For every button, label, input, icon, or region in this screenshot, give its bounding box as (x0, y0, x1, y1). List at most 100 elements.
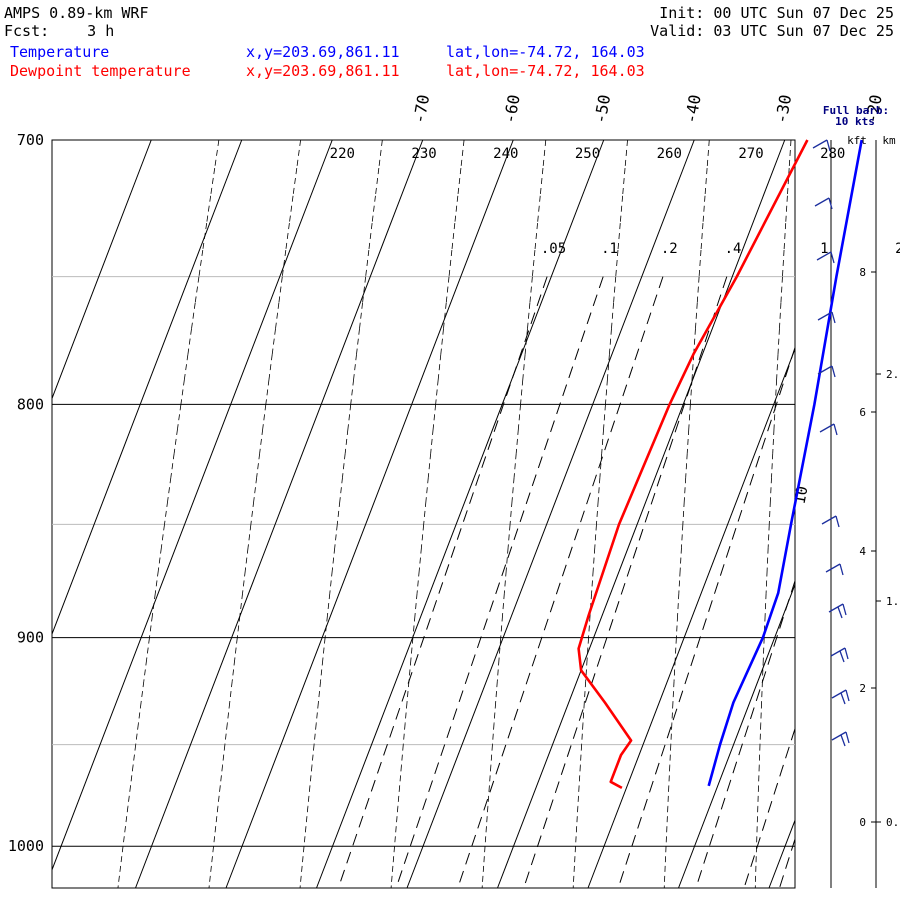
wind-barb-flag (837, 606, 843, 619)
temperature-axis-label: -70 (409, 93, 433, 125)
dry-adiabat-segment (762, 637, 765, 660)
dry-adiabat-segment (698, 249, 702, 277)
wind-barb-flag (831, 365, 836, 378)
dry-adiabat-segment (758, 765, 760, 786)
wind-barb-flag (826, 139, 831, 152)
dry-adiabat-segment (215, 806, 219, 827)
dry-adiabat-segment (666, 806, 669, 827)
dry-adiabat-segment (601, 428, 604, 454)
dry-adiabat-segment (679, 547, 682, 571)
legend-dewpoint-name: Dewpoint temperature (10, 62, 191, 80)
dry-adiabat-segment (669, 744, 672, 766)
dry-adiabat-segment (167, 477, 172, 502)
dry-adiabat-segment (782, 250, 785, 277)
dry-adiabat-segment (774, 379, 778, 405)
dry-adiabat-segment (301, 846, 305, 866)
dry-adiabat-segment (787, 168, 790, 196)
dry-adiabat-segment (780, 276, 783, 303)
dry-adiabat-segment (615, 249, 619, 277)
dry-adiabat-segment (406, 681, 410, 703)
dry-adiabat-segment (160, 524, 165, 548)
dry-adiabat-segment (412, 615, 416, 638)
fcst-label: Fcst: (4, 22, 50, 40)
isotherm-line (587, 348, 796, 889)
init-label: Init: (659, 4, 705, 22)
dry-adiabat-segment (397, 785, 401, 807)
legend-dewpoint-latlon: lat,lon=-74.72, 164.03 (446, 62, 645, 80)
temperature-axis-label: -40 (681, 93, 705, 125)
dry-adiabat-segment (331, 547, 336, 571)
dry-adiabat-segment (247, 524, 252, 548)
dry-adiabat-segment (529, 276, 533, 303)
dry-adiabat-segment (513, 453, 517, 478)
dry-adiabat-segment (226, 702, 231, 724)
dry-adiabat-label: 280 (820, 146, 845, 162)
mixing-ratio-label: .2 (661, 241, 678, 257)
dry-adiabat-segment (164, 500, 169, 525)
dry-adiabat-segment (356, 328, 360, 355)
dry-adiabat-segment (217, 785, 221, 807)
dry-adiabat-segment (609, 328, 612, 355)
dry-adiabat-segment (427, 453, 432, 478)
dry-adiabat-segment (214, 139, 220, 169)
dry-adiabat-segment (322, 637, 326, 660)
wind-barb-flag (833, 423, 838, 436)
dry-adiabat-segment (706, 139, 710, 169)
dry-adiabat-segment (344, 428, 349, 454)
dry-adiabat-segment (683, 477, 687, 502)
mixing-ratio-label: 2 (895, 241, 900, 257)
dry-adiabat-segment (765, 570, 768, 594)
dry-adiabat-segment (262, 404, 267, 430)
isotherm-line (497, 139, 786, 889)
dry-adiabat-segment (401, 744, 404, 766)
dry-adiabat-segment (677, 593, 680, 616)
dry-adiabat-segment (671, 702, 674, 724)
dry-adiabat-segment (496, 659, 500, 682)
dry-adiabat-segment (244, 547, 249, 571)
dry-adiabat-segment (490, 744, 493, 766)
dry-adiabat-segment (170, 453, 175, 478)
dry-adiabat-segment (239, 593, 243, 616)
dry-adiabat-label: 250 (575, 146, 600, 162)
dry-adiabat-segment (296, 139, 301, 169)
isotherm-line (135, 139, 424, 889)
dry-adiabat-segment (578, 765, 581, 786)
dry-adiabat-segment (191, 302, 196, 329)
dry-adiabat-segment (534, 223, 538, 251)
dry-adiabat-segment (488, 765, 492, 786)
valid-value: 03 UTC Sun 07 Dec 25 (713, 22, 894, 40)
height-kft-label: 8 (859, 266, 866, 279)
height-axis-kft-label: kft (847, 134, 867, 147)
dry-adiabat-segment (229, 681, 233, 703)
dry-adiabat-segment (368, 223, 373, 251)
dry-adiabat-segment (520, 379, 524, 405)
wind-barb-flag (839, 650, 845, 663)
chart-annotation: 10 (791, 485, 812, 506)
dry-adiabat-segment (696, 276, 700, 303)
fcst-value: 3 h (87, 22, 115, 40)
dry-adiabat-segment (589, 593, 592, 616)
dry-adiabat-segment (324, 615, 328, 638)
dry-adiabat-segment (704, 168, 708, 196)
dry-adiabat-segment (611, 302, 614, 329)
dry-adiabat-label: 220 (330, 146, 355, 162)
dry-adiabat-segment (500, 615, 503, 638)
legend-temperature-name: Temperature (10, 43, 110, 61)
dry-adiabat-segment (686, 428, 690, 454)
wind-barb-flag (839, 563, 844, 576)
pressure-label: 700 (17, 131, 44, 149)
dry-adiabat-segment (231, 659, 236, 682)
dry-adiabat-segment (755, 846, 757, 866)
wind-barb-staff (816, 251, 832, 261)
dry-adiabat-segment (605, 379, 608, 405)
dry-adiabat-segment (336, 500, 341, 525)
dry-adiabat-segment (253, 477, 258, 502)
wind-barb-staff (812, 139, 828, 149)
dry-adiabat-segment (256, 453, 261, 478)
dry-adiabat-segment (663, 865, 666, 886)
dry-adiabat-segment (588, 615, 591, 638)
dry-adiabat-segment (334, 524, 338, 548)
dry-adiabat-segment (759, 723, 762, 745)
dry-adiabat-segment (120, 846, 124, 866)
dry-adiabat-segment (117, 865, 122, 886)
